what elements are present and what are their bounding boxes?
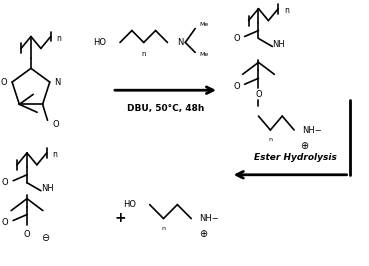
Text: N: N xyxy=(177,38,184,47)
Text: HO: HO xyxy=(93,38,106,47)
Text: ⊕: ⊕ xyxy=(300,141,308,151)
Text: n: n xyxy=(141,51,146,57)
Text: O: O xyxy=(234,82,240,91)
Text: O: O xyxy=(2,178,8,187)
Text: n: n xyxy=(52,150,57,159)
Text: O: O xyxy=(24,230,30,239)
Text: N: N xyxy=(55,78,61,87)
Text: O: O xyxy=(52,120,59,129)
Text: NH−: NH− xyxy=(199,214,219,223)
Text: HO: HO xyxy=(123,200,136,209)
Text: Me: Me xyxy=(199,22,208,27)
Text: Me: Me xyxy=(199,52,208,57)
Text: ⊖: ⊖ xyxy=(41,234,49,243)
Text: NH: NH xyxy=(272,40,285,49)
Text: NH: NH xyxy=(41,184,54,193)
Text: ⊕: ⊕ xyxy=(199,230,207,239)
Text: n: n xyxy=(284,6,289,15)
Text: O: O xyxy=(2,218,8,227)
Text: DBU, 50°C, 48h: DBU, 50°C, 48h xyxy=(127,104,204,113)
Text: n: n xyxy=(268,138,272,143)
Text: Ester Hydrolysis: Ester Hydrolysis xyxy=(254,153,337,162)
Text: O: O xyxy=(1,78,7,87)
Text: n: n xyxy=(162,226,166,231)
Text: NH−: NH− xyxy=(302,126,322,135)
Text: n: n xyxy=(56,34,61,43)
Text: +: + xyxy=(114,211,126,225)
Text: O: O xyxy=(255,90,262,99)
Text: O: O xyxy=(234,34,240,43)
